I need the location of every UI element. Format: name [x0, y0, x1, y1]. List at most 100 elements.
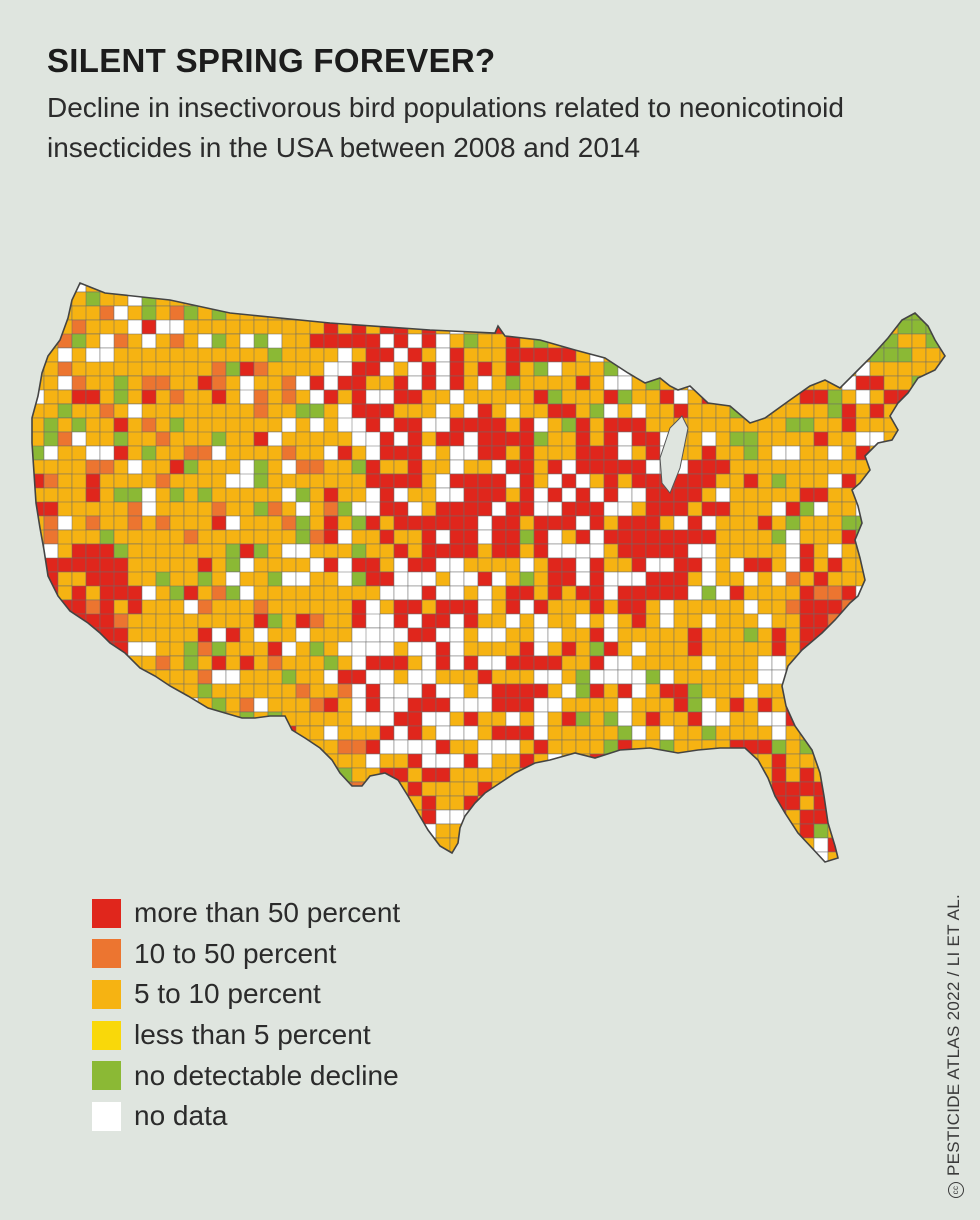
county-tile	[757, 627, 773, 643]
county-tile	[813, 739, 829, 755]
county-tile	[785, 417, 801, 433]
county-tile	[757, 711, 773, 727]
county-tile	[827, 291, 843, 307]
county-tile	[379, 543, 395, 559]
county-tile	[519, 529, 535, 545]
county-tile	[71, 837, 101, 862]
county-tile	[435, 543, 451, 559]
county-tile	[57, 641, 73, 657]
county-tile	[239, 417, 255, 433]
county-tile	[240, 866, 254, 868]
county-tile	[477, 529, 493, 545]
county-tile	[309, 851, 339, 862]
county-tile	[239, 739, 255, 769]
county-tile	[100, 866, 128, 868]
county-tile	[32, 305, 45, 335]
county-tile	[645, 627, 661, 643]
county-tile	[421, 753, 437, 769]
county-tile	[323, 543, 339, 559]
county-tile	[841, 599, 857, 615]
county-tile	[687, 283, 703, 293]
county-tile	[533, 459, 549, 475]
county-tile	[505, 529, 521, 545]
county-tile	[225, 585, 241, 601]
county-tile	[183, 501, 199, 517]
county-tile	[477, 655, 493, 671]
county-tile	[421, 599, 437, 615]
county-tile	[435, 487, 451, 503]
county-tile	[337, 375, 353, 391]
county-tile	[491, 697, 507, 713]
county-tile	[659, 725, 675, 741]
county-tile	[183, 767, 199, 797]
county-tile	[365, 389, 381, 405]
county-tile	[771, 599, 787, 615]
county-tile	[547, 641, 563, 657]
county-tile	[477, 837, 493, 853]
county-tile	[57, 739, 73, 769]
county-tile	[547, 739, 563, 755]
county-tile	[954, 460, 968, 474]
county-tile	[715, 417, 731, 433]
county-tile	[463, 501, 479, 517]
county-tile	[855, 585, 871, 601]
county-tile	[491, 501, 507, 517]
county-tile	[491, 529, 507, 545]
county-tile	[464, 866, 478, 868]
county-tile	[631, 683, 647, 699]
county-tile	[211, 305, 227, 321]
county-tile	[841, 389, 857, 405]
county-tile	[533, 641, 549, 657]
county-tile	[631, 557, 647, 573]
county-tile	[939, 837, 945, 853]
county-tile	[785, 613, 801, 629]
county-tile	[729, 823, 745, 839]
county-tile	[491, 655, 507, 671]
county-tile	[547, 459, 563, 475]
county-tile	[337, 851, 353, 862]
county-tile	[687, 599, 703, 615]
legend-swatch	[92, 898, 121, 928]
county-tile	[547, 837, 563, 853]
county-tile	[43, 669, 59, 685]
county-tile	[785, 333, 801, 349]
county-tile	[827, 781, 843, 797]
county-tile	[99, 697, 115, 727]
county-tile	[505, 641, 521, 657]
county-tile	[729, 711, 745, 727]
county-tile	[505, 305, 521, 321]
county-tile	[142, 866, 170, 868]
county-tile	[85, 501, 101, 517]
county-tile	[743, 361, 759, 377]
county-tile	[869, 291, 885, 307]
county-tile	[954, 782, 968, 796]
county-tile	[449, 571, 465, 587]
county-tile	[743, 529, 759, 545]
county-tile	[365, 655, 381, 671]
county-tile	[743, 781, 759, 797]
county-tile	[757, 501, 773, 517]
county-tile	[813, 389, 829, 405]
county-tile	[911, 823, 927, 839]
county-tile	[85, 515, 101, 531]
county-tile	[827, 683, 843, 699]
county-tile	[813, 725, 829, 741]
county-tile	[869, 403, 885, 419]
county-tile	[519, 725, 535, 741]
county-tile	[533, 361, 549, 377]
county-tile	[617, 837, 633, 853]
county-tile	[407, 375, 423, 391]
county-tile	[827, 403, 843, 419]
county-tile	[253, 389, 269, 405]
county-tile	[421, 487, 437, 503]
county-tile	[687, 417, 703, 433]
county-tile	[407, 669, 423, 685]
county-tile	[309, 599, 325, 615]
county-tile	[449, 557, 465, 573]
county-tile	[701, 795, 717, 811]
county-tile	[743, 823, 759, 839]
county-tile	[505, 851, 521, 862]
county-tile	[617, 669, 633, 685]
county-tile	[673, 599, 689, 615]
county-tile	[813, 585, 829, 601]
